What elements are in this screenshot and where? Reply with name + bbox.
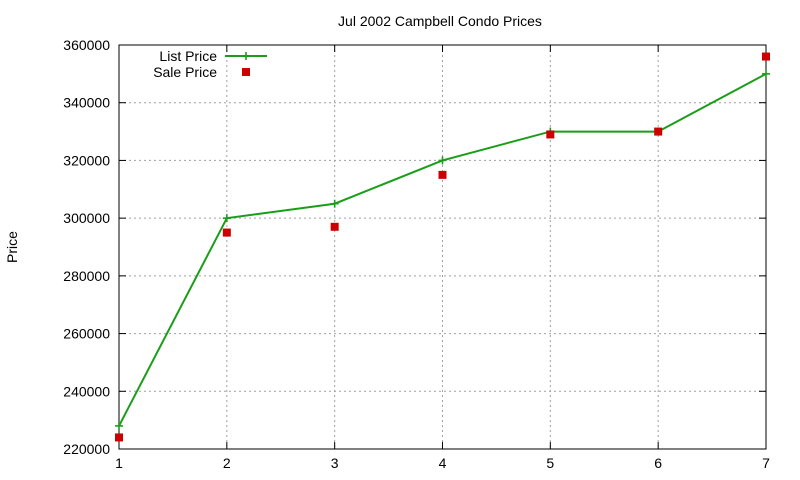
y-tick-label: 220000 — [63, 441, 110, 457]
x-tick-label: 4 — [439, 455, 447, 471]
data-point — [654, 127, 663, 136]
data-point — [330, 199, 339, 208]
legend-marker — [242, 68, 250, 76]
chart-title: Jul 2002 Campbell Condo Prices — [338, 13, 542, 29]
legend-marker — [242, 52, 250, 60]
data-point — [762, 69, 770, 78]
x-tick-label: 5 — [546, 455, 554, 471]
x-tick-label: 7 — [762, 455, 770, 471]
y-tick-label: 320000 — [63, 152, 110, 168]
x-tick-label: 2 — [223, 455, 231, 471]
y-tick-label: 360000 — [63, 37, 110, 53]
data-point — [762, 52, 770, 61]
data-point — [222, 214, 231, 223]
y-tick-label: 300000 — [63, 210, 110, 226]
series-layer — [115, 52, 770, 442]
data-point — [438, 170, 447, 179]
data-point — [546, 130, 555, 139]
y-tick-label: 340000 — [63, 95, 110, 111]
x-tick-label: 1 — [115, 455, 123, 471]
y-tick-label: 280000 — [63, 268, 110, 284]
x-tick-label: 3 — [331, 455, 339, 471]
y-tick-label: 240000 — [63, 383, 110, 399]
data-point — [115, 421, 123, 430]
data-point — [330, 222, 339, 231]
axis-ticks: 220000 240000 260000 280000 300000 320000 3400… — [63, 37, 770, 471]
data-point — [115, 433, 123, 442]
grid-lines — [119, 45, 766, 449]
x-tick-label: 6 — [654, 455, 662, 471]
data-point — [222, 228, 231, 237]
legend-label: Sale Price — [153, 64, 217, 80]
y-axis-label: Price — [4, 231, 20, 263]
data-point — [438, 156, 447, 165]
series-2 — [115, 52, 770, 442]
y-tick-label: 260000 — [63, 326, 110, 342]
legend-label: List Price — [159, 48, 217, 64]
